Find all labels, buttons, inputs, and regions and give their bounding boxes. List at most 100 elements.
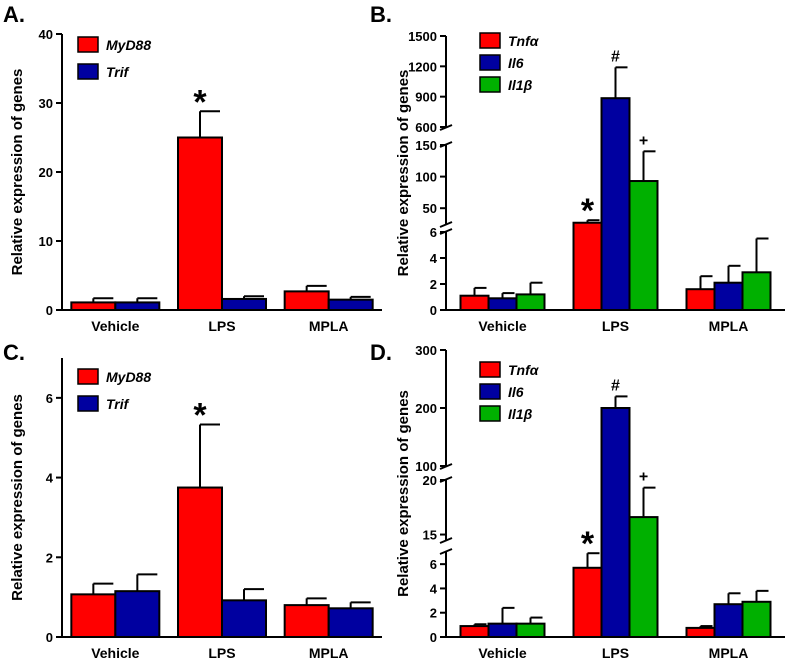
legend-entry: MyD88 [106,37,151,53]
significance-marker: * [193,83,207,121]
legend-swatch [479,361,501,378]
x-tick-label: MPLA [309,318,349,334]
bar-trif-vehicle [114,301,161,312]
y-tick-label: 4 [430,581,438,596]
bar-il1-lps [628,180,659,311]
y-tick-label: 100 [415,170,437,185]
legend-entry: Il6 [508,55,524,71]
bar-il1-mpla [741,600,772,638]
legend-swatch [479,76,501,93]
y-tick-label: 6 [430,557,437,572]
axis-break-mark [439,141,453,148]
y-tick-label: 0 [430,630,437,645]
y-tick-label: 0 [46,630,53,645]
chart-panel-b: B. Relative expression of genes 0 2 4 6 50 100 1… [370,2,785,334]
bar-il1-lps [628,516,659,638]
bar-il6-vehicle [487,622,518,639]
y-axis-label: Relative expression of genes [395,390,412,597]
x-tick-label: MPLA [309,645,349,660]
y-tick-label: 200 [415,401,437,416]
x-tick-label: LPS [602,645,629,660]
legend-swatch [479,54,501,71]
x-tick-label: Vehicle [478,318,526,334]
y-axis-label: Relative expression of genes [9,69,26,276]
y-tick-label: 20 [39,165,53,180]
legend-entry: Il1β [508,406,533,422]
legend-entry: Trif [106,396,130,412]
chart-panel-c: C. Relative expression of genes 0 2 4 6 Vehicl… [3,340,382,660]
chart-panel-a: A. Relative expression of genes 0 10 20 30 40 V… [3,2,382,334]
y-tick-label: 6 [430,225,437,240]
bar-il6-mpla [713,603,744,639]
bar-tnf-vehicle [459,294,490,312]
bar-myd88-lps [177,136,223,311]
y-tick-label: 6 [46,391,53,406]
legend-entry: MyD88 [106,369,151,385]
x-tick-label: MPLA [709,645,749,660]
significance-marker: # [611,48,620,65]
x-tick-label: LPS [208,645,235,660]
bar-tnf-vehicle [459,625,490,638]
y-tick-label: 15 [423,528,437,543]
bar-il6-vehicle [487,297,518,311]
x-tick-label: LPS [602,318,629,334]
y-tick-label: 600 [415,120,437,135]
legend-swatch [77,63,99,80]
bar-il6-mpla [713,281,744,312]
y-tick-label: 0 [46,303,53,318]
legend-entry: Trif [106,64,130,80]
y-axis-label: Relative expression of genes [9,394,26,601]
axis-break-mark [439,221,453,228]
bar-myd88-mpla [283,290,330,311]
panel-label: B. [370,2,392,27]
bar-trif-lps [221,599,267,638]
y-tick-label: 30 [39,96,53,111]
legend-entry: Tnfα [508,362,540,378]
y-tick-label: 1200 [408,59,437,74]
legend-swatch [77,368,99,385]
y-axis-label: Relative expression of genes [395,70,412,277]
y-tick-label: 10 [39,234,53,249]
y-tick-label: 20 [423,473,437,488]
x-tick-label: Vehicle [478,645,526,660]
y-tick-label: 0 [430,303,437,318]
y-tick-label: 100 [415,459,437,474]
y-tick-label: 4 [430,251,438,266]
significance-marker: + [639,132,648,149]
x-tick-label: MPLA [709,318,749,334]
legend-swatch [479,32,501,49]
y-tick-label: 900 [415,90,437,105]
bar-il1-vehicle [515,293,546,311]
chart-panel-d: D. Relative expression of genes 0 2 4 6 15 2010… [370,340,785,660]
significance-marker: # [611,377,620,394]
axis-break-mark [439,476,453,483]
significance-marker: * [581,192,595,230]
legend-entry: Il6 [508,384,524,400]
bar-myd88-vehicle [70,301,117,312]
bar-myd88-lps [177,486,223,638]
bar-trif-lps [221,297,267,311]
legend-swatch [479,383,501,400]
significance-marker: + [639,469,648,486]
legend-entry: Tnfα [508,33,540,49]
y-tick-label: 50 [423,201,437,216]
y-tick-label: 2 [430,277,437,292]
x-tick-label: Vehicle [91,645,139,660]
panel-label: D. [370,340,392,365]
y-tick-label: 40 [39,27,53,42]
y-tick-label: 150 [415,138,437,153]
significance-marker: * [581,525,595,563]
bar-tnf-mpla [685,288,716,312]
bar-trif-mpla [327,607,374,638]
legend-entry: Il1β [508,77,533,93]
y-tick-label: 4 [46,471,54,486]
x-tick-label: Vehicle [91,318,139,334]
bar-trif-vehicle [114,590,161,639]
y-tick-label: 1500 [408,29,437,44]
axis-break-mark [439,537,453,544]
bar-il6-lps [600,407,631,638]
y-tick-label: 2 [430,606,437,621]
y-tick-label: 2 [46,550,53,565]
legend-swatch [77,36,99,53]
